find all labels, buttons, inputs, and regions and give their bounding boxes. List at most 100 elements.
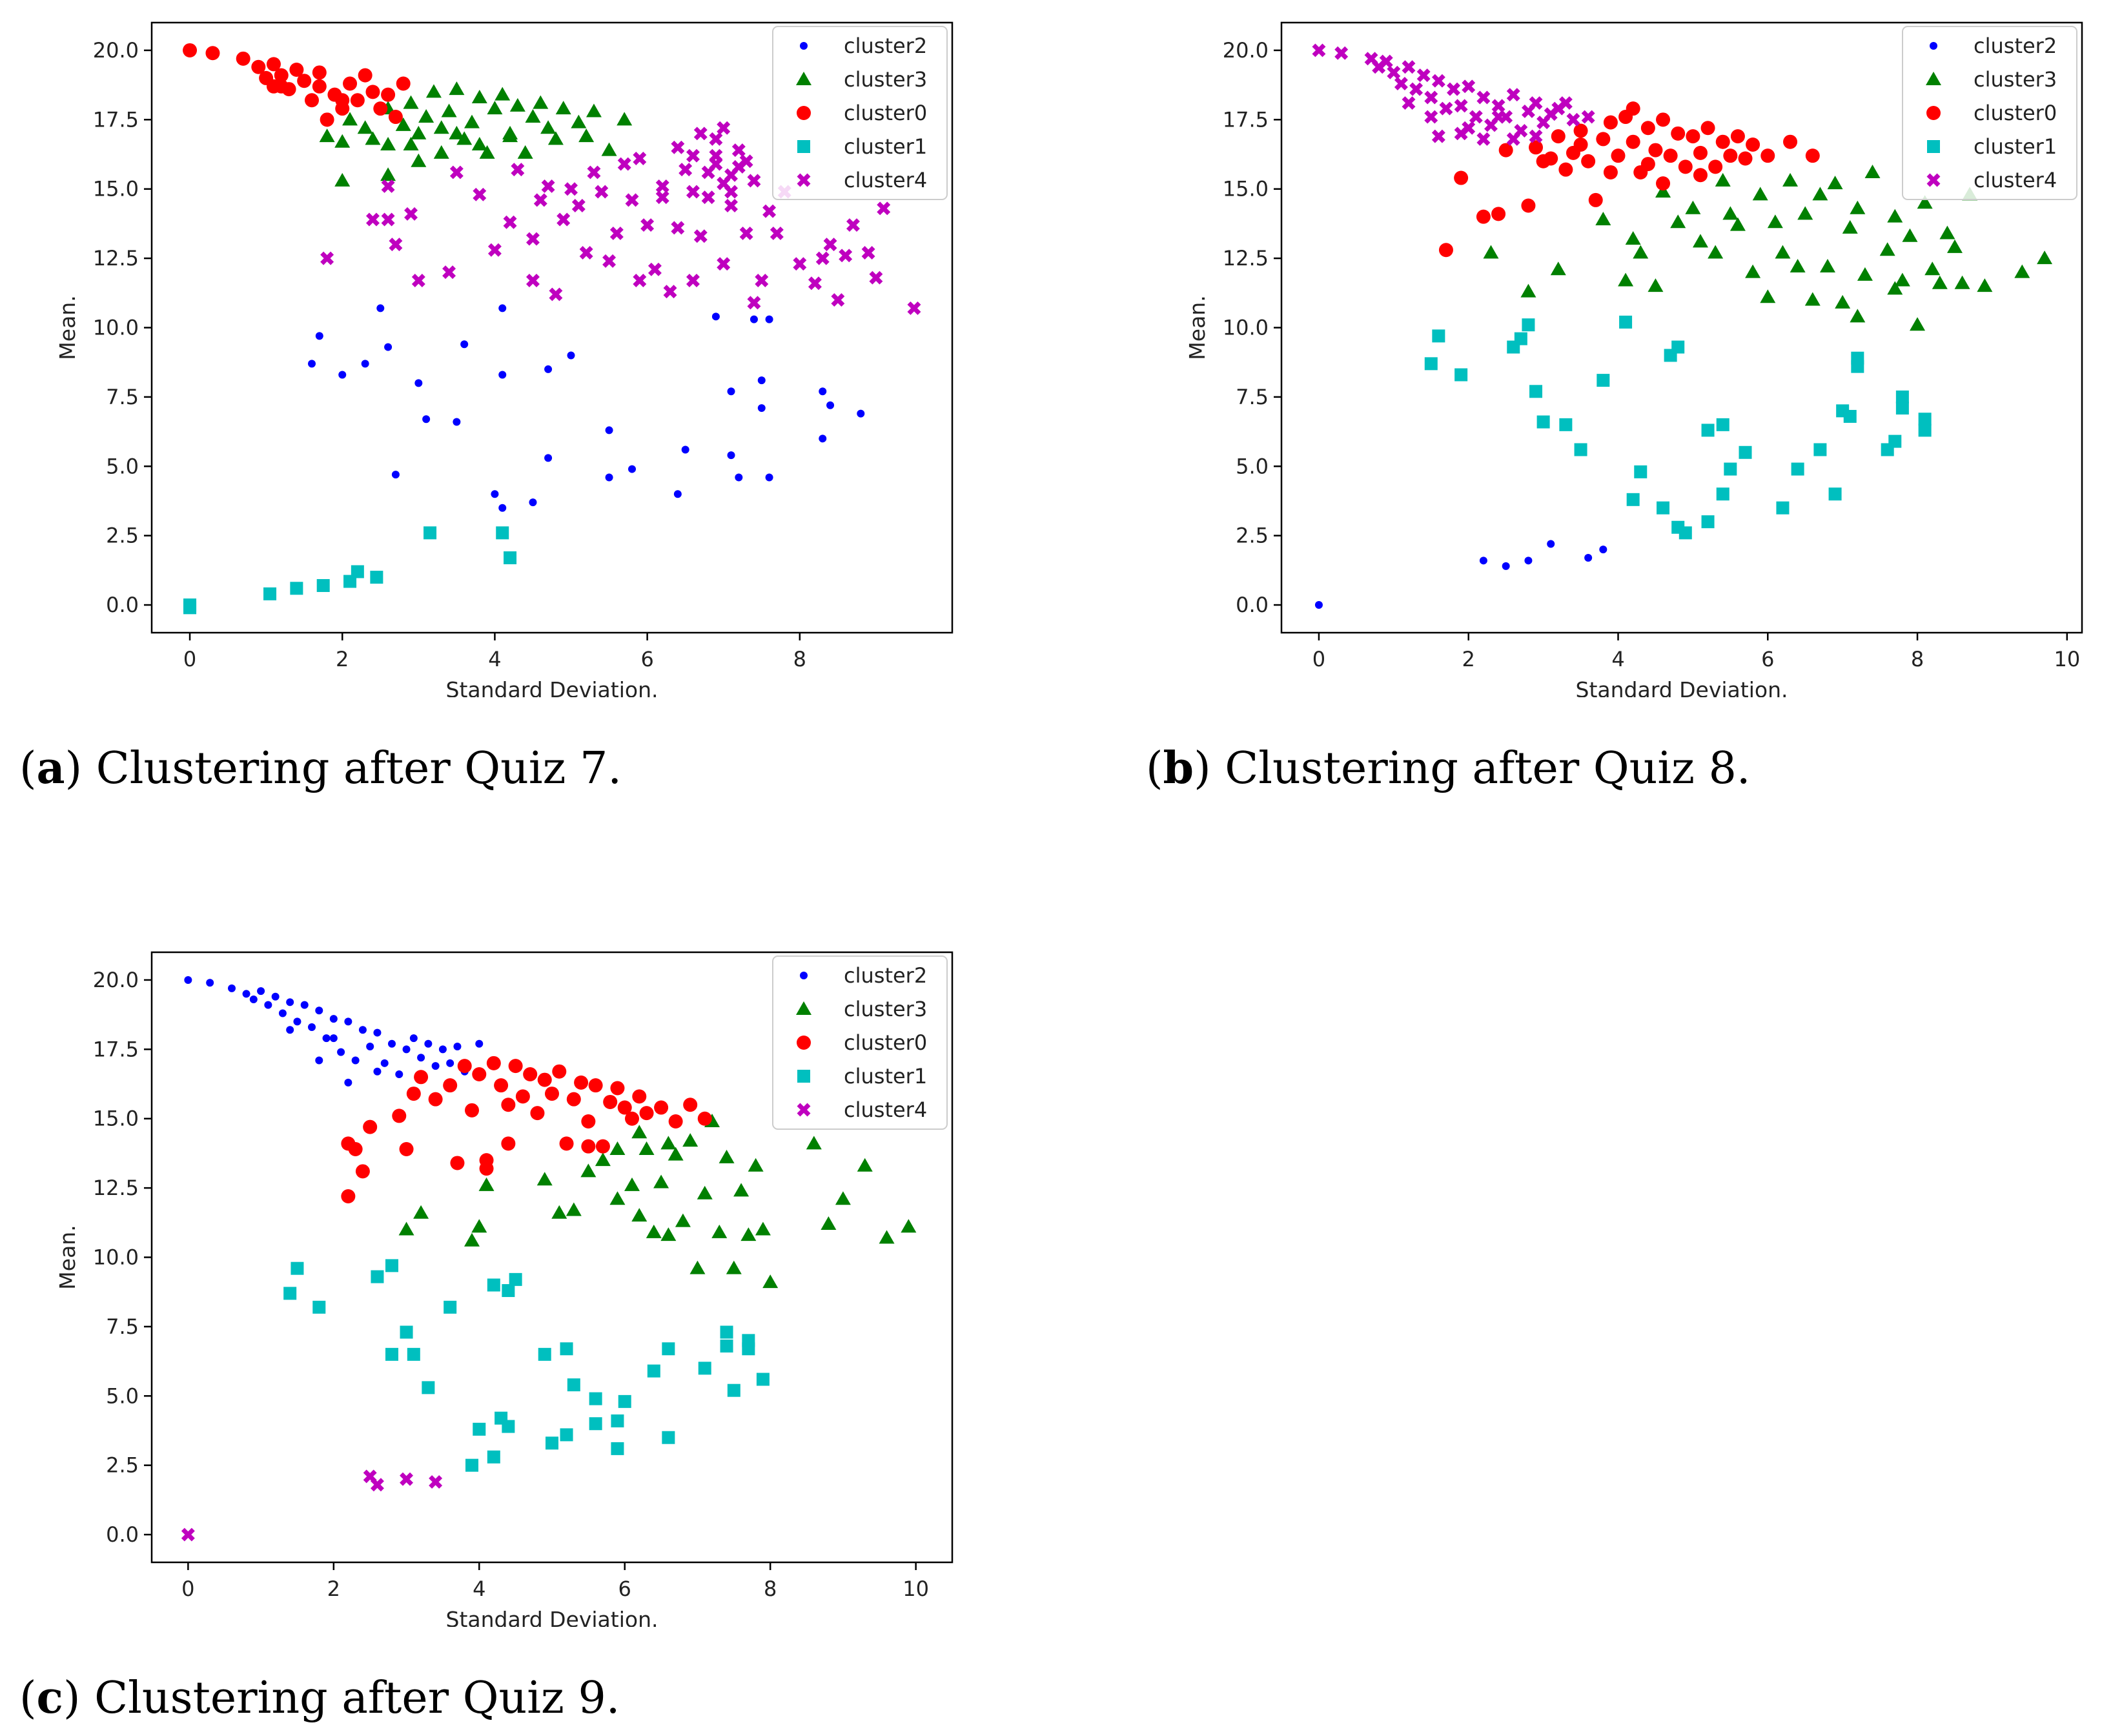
- cluster3-point: [1842, 220, 1858, 234]
- cluster2-point: [373, 1028, 382, 1037]
- cluster4-point: [473, 187, 487, 201]
- cluster0-point: [373, 101, 388, 116]
- y-tick-label: 12.5: [1223, 246, 1269, 271]
- cluster4-point: [1566, 112, 1580, 127]
- cluster0-point: [358, 68, 372, 83]
- cluster0-point: [388, 110, 403, 125]
- cluster4-point: [770, 226, 784, 240]
- legend-label-cluster0: cluster0: [1974, 101, 2057, 125]
- legend-marker-cluster0: [1926, 106, 1941, 120]
- y-tick-label: 7.5: [1236, 385, 1269, 409]
- cluster0-point: [1723, 148, 1738, 163]
- cluster3-point: [380, 137, 396, 150]
- cluster0-point: [1656, 112, 1671, 127]
- cluster0-point: [1438, 243, 1453, 258]
- cluster3-point: [1550, 261, 1566, 276]
- cluster2-point: [286, 998, 294, 1006]
- cluster0-point: [486, 1056, 501, 1070]
- cluster4-point: [671, 140, 685, 154]
- cluster2-point: [757, 404, 766, 413]
- cluster2-point: [344, 1078, 352, 1087]
- cluster1-point: [1619, 315, 1633, 329]
- cluster3-point: [601, 142, 617, 156]
- cluster3-point: [1790, 259, 1806, 272]
- x-tick-label: 8: [1911, 647, 1924, 671]
- legend: cluster2 cluster3 cluster0 cluster1 cluster4: [1902, 26, 2077, 200]
- data-points: [181, 975, 917, 1542]
- cluster4-point: [1454, 99, 1468, 113]
- cluster2-point: [1524, 557, 1533, 565]
- cluster0-point: [266, 57, 281, 72]
- cluster0-point: [508, 1059, 523, 1074]
- cluster1-point: [1574, 443, 1587, 456]
- cluster3-point: [1827, 176, 1843, 190]
- cluster2-point: [765, 473, 773, 482]
- x-tick-label: 10: [903, 1577, 929, 1601]
- legend-marker-cluster2: [800, 42, 808, 50]
- cluster3-point: [319, 128, 335, 143]
- cluster3-point: [517, 145, 533, 159]
- cluster3-point: [857, 1158, 873, 1172]
- cluster4-point: [846, 218, 860, 232]
- cluster4-point: [1447, 82, 1461, 96]
- cluster1-point: [316, 578, 330, 592]
- cluster2-point: [711, 312, 720, 321]
- data-points: [183, 43, 921, 615]
- cluster4-point: [1529, 129, 1543, 143]
- cluster2-point: [424, 1039, 433, 1048]
- cluster2-point: [206, 979, 214, 987]
- cluster4-point: [1334, 46, 1349, 60]
- cluster3-point: [1977, 278, 1993, 292]
- legend-marker-cluster0: [797, 106, 811, 120]
- cluster3-point: [1782, 172, 1799, 187]
- cluster3-point: [1819, 259, 1835, 272]
- cluster2-point: [315, 1056, 323, 1065]
- chart-panel-b: 0 2 4 6 8 10 0.0 2.5 5.0 7.5 10.0 12.5 15.0 17.5 20.0 S…: [1181, 13, 2098, 697]
- cluster3-point: [525, 109, 541, 123]
- cluster3-point: [835, 1191, 851, 1205]
- cluster3-point: [1850, 200, 1866, 214]
- cluster3-point: [1692, 234, 1708, 248]
- legend-marker-cluster3: [1926, 72, 1941, 85]
- x-axis-label: Standard Deviation.: [446, 677, 658, 697]
- cluster1-point: [407, 1347, 420, 1361]
- cluster4-point: [1387, 65, 1401, 79]
- cluster3-point: [1670, 214, 1686, 229]
- cluster1-point: [1514, 332, 1527, 345]
- cluster4-point: [747, 174, 761, 188]
- cluster0-point: [1693, 168, 1708, 183]
- cluster2-point: [727, 387, 735, 396]
- cluster1-point: [720, 1339, 733, 1353]
- cluster4-point: [1558, 96, 1573, 110]
- cluster1-point: [560, 1342, 573, 1356]
- series-cluster3: [319, 81, 633, 187]
- caption-b: (b) Clustering after Quiz 8.: [1146, 742, 1751, 794]
- cluster3-point: [1879, 242, 1895, 256]
- cluster0-point: [574, 1075, 589, 1090]
- cluster4-point: [1402, 60, 1416, 74]
- cluster4-point: [1424, 110, 1438, 124]
- cluster3-point: [471, 1219, 487, 1233]
- cluster1-point: [567, 1378, 580, 1392]
- cluster0-point: [1536, 154, 1551, 168]
- y-tick-label: 5.0: [106, 1384, 139, 1408]
- cluster1-point: [1634, 465, 1648, 478]
- legend-label-cluster1: cluster1: [844, 134, 927, 159]
- y-tick-label: 7.5: [106, 385, 139, 409]
- cluster4-point: [762, 204, 777, 218]
- cluster3-point: [449, 125, 465, 139]
- cluster2-point: [384, 343, 393, 351]
- cluster1-point: [473, 1422, 486, 1436]
- cluster2-point: [567, 351, 575, 360]
- caption-text-a: Clustering after Quiz 7.: [96, 743, 622, 794]
- cluster4-point: [877, 201, 891, 216]
- cluster3-point: [1954, 275, 1970, 289]
- cluster0-point: [1700, 121, 1715, 136]
- cluster1-point: [618, 1394, 631, 1408]
- cluster0-point: [566, 1092, 581, 1107]
- cluster3-point: [433, 120, 449, 134]
- cluster1-point: [371, 1270, 384, 1283]
- cluster2-point: [453, 418, 461, 426]
- cluster0-point: [1678, 159, 1693, 174]
- cluster3-point: [1648, 278, 1664, 292]
